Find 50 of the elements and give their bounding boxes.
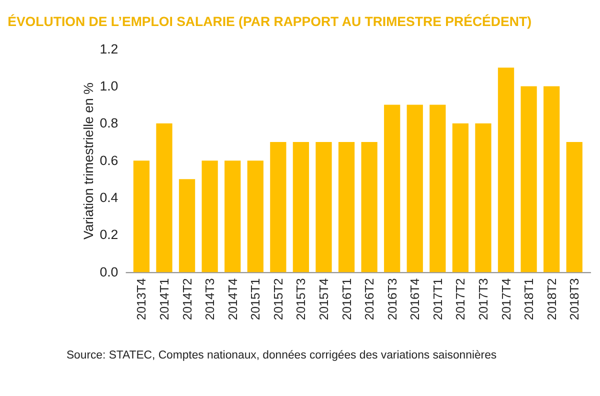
bar: [202, 160, 218, 272]
x-tick-label: 2016T2: [362, 278, 377, 320]
x-tick-label: 2016T1: [340, 278, 354, 320]
y-tick-label: 1.0: [100, 78, 118, 94]
x-tick-label: 2015T2: [271, 278, 286, 320]
y-tick-label: 0.2: [100, 227, 118, 242]
y-tick-label: 1.2: [100, 41, 118, 56]
y-tick-label: 0.8: [100, 116, 118, 131]
y-tick-label: 0.6: [100, 152, 118, 168]
bar: [475, 123, 492, 272]
x-tick-label: 2017T2: [454, 278, 468, 320]
bar: [544, 86, 560, 272]
bar: [406, 104, 423, 272]
bar: [224, 160, 241, 272]
bar: [566, 142, 582, 272]
x-tick-label: 2017T3: [476, 278, 490, 320]
x-tick-label: 2016T4: [408, 278, 422, 320]
x-tick-label: 2018T1: [522, 278, 536, 320]
x-tick-label: 2015T4: [317, 278, 332, 320]
x-tick-label: 2015T1: [248, 278, 263, 320]
bar: [270, 142, 286, 272]
bar: [178, 179, 196, 272]
x-tick-label: 2017T4: [499, 278, 514, 320]
y-tick-label: 0.0: [100, 264, 118, 280]
bar: [338, 142, 355, 272]
bar: [133, 160, 150, 272]
chart-title: ÉVOLUTION DE L’EMPLOI SALARIE (PAR RAPPORT AU TRIMESTRE PRÉCÉDENT): [8, 14, 532, 30]
x-tick-label: 2014T3: [203, 278, 218, 320]
bar: [247, 160, 264, 272]
bar: [430, 104, 446, 272]
bar: [498, 68, 514, 272]
y-axis-title: Variation trimestrielle en %: [81, 82, 96, 240]
x-tick-label: 2018T3: [568, 278, 582, 320]
x-tick-label: 2017T1: [430, 278, 445, 320]
bar: [520, 86, 537, 272]
bar: [361, 142, 378, 272]
x-tick-label: 2016T3: [385, 278, 400, 320]
bar: [292, 142, 310, 272]
x-tick-label: 2013T4: [134, 278, 149, 320]
bar: [452, 123, 469, 272]
x-tick-label: 2014T4: [226, 278, 240, 320]
x-tick-label: 2014T1: [158, 278, 172, 320]
bar: [156, 123, 172, 272]
x-tick-label: 2018T2: [544, 278, 559, 320]
x-tick-label: 2014T2: [180, 278, 194, 320]
bar: [384, 104, 400, 272]
y-tick-label: 0.4: [100, 190, 118, 206]
source-note: Source: STATEC, Comptes nationaux, données corrigées des variations saisonnières: [66, 350, 497, 362]
x-tick-label: 2015T3: [294, 278, 308, 320]
bar: [316, 142, 332, 272]
